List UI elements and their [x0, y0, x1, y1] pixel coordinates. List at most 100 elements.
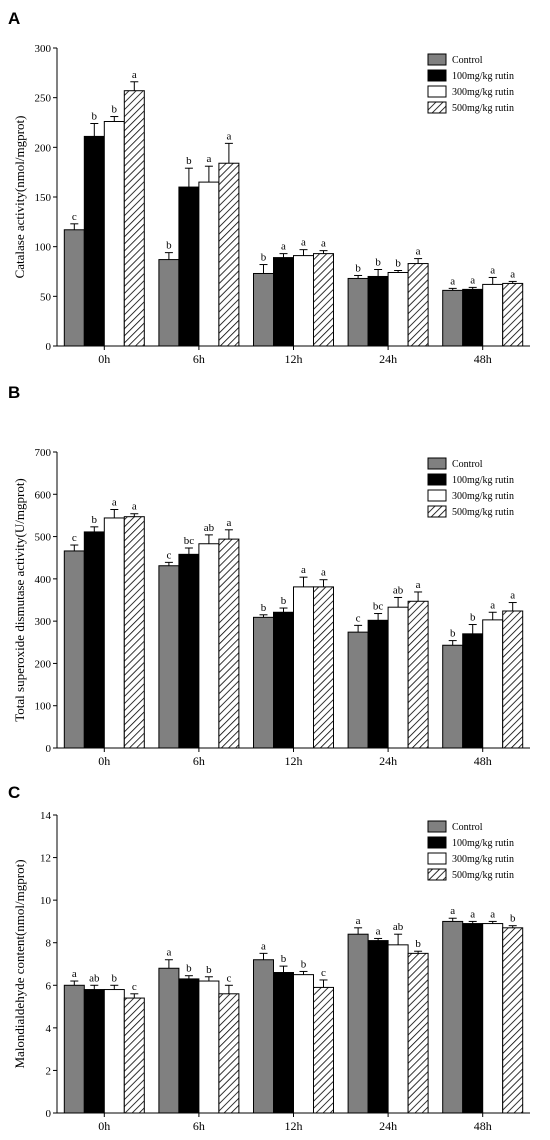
bar	[158, 967, 180, 1114]
bar	[83, 531, 105, 749]
bar	[502, 610, 524, 749]
bar	[387, 606, 409, 749]
significance-label: c	[72, 532, 77, 544]
bar	[178, 186, 200, 347]
bar	[178, 978, 200, 1114]
x-tick-label: 0h	[98, 1119, 110, 1133]
bar	[63, 984, 85, 1114]
significance-label: b	[470, 612, 476, 624]
y-tick-label: 100	[35, 242, 52, 254]
bar	[218, 162, 240, 347]
significance-label: a	[321, 238, 326, 250]
bar	[83, 135, 105, 347]
legend-swatch	[427, 85, 447, 98]
bar	[63, 229, 85, 347]
y-axis-title: Total superoxide dismutase activity(U/mg…	[12, 478, 27, 722]
bar	[218, 538, 240, 749]
significance-label: c	[321, 967, 326, 979]
bar	[407, 263, 429, 347]
significance-label: b	[92, 514, 98, 526]
bar	[347, 631, 369, 749]
y-tick-label: 400	[35, 574, 52, 586]
significance-label: ab	[89, 972, 100, 984]
significance-label: b	[450, 628, 456, 640]
legend-swatch	[427, 101, 447, 114]
significance-label: a	[470, 274, 475, 286]
significance-label: a	[206, 153, 211, 165]
significance-label: b	[261, 252, 267, 264]
significance-label: a	[301, 564, 306, 576]
bar	[103, 517, 125, 749]
legend-label: 500mg/kg rutin	[452, 103, 514, 114]
significance-label: b	[281, 953, 287, 965]
y-tick-label: 300	[35, 43, 52, 55]
bar	[387, 944, 409, 1114]
legend-label: 100mg/kg rutin	[452, 475, 514, 486]
significance-label: c	[72, 211, 77, 223]
significance-label: a	[112, 497, 117, 509]
y-tick-label: 300	[35, 616, 52, 628]
y-tick-label: 700	[35, 447, 52, 459]
bar	[502, 927, 524, 1114]
bar	[253, 616, 274, 749]
bar	[273, 972, 294, 1114]
x-tick-label: 6h	[193, 754, 205, 768]
significance-label: b	[112, 104, 118, 116]
y-tick-label: 2	[46, 1065, 52, 1077]
bar	[103, 989, 125, 1114]
legend-swatch	[427, 868, 447, 881]
significance-label: c	[226, 972, 231, 984]
bar	[462, 288, 484, 347]
significance-label: c	[166, 549, 171, 561]
significance-label: bc	[373, 601, 384, 613]
y-tick-label: 8	[46, 938, 52, 950]
y-tick-label: 0	[46, 743, 52, 755]
bar	[367, 275, 389, 347]
bar	[313, 586, 334, 749]
bar	[462, 923, 484, 1114]
bar	[293, 974, 314, 1114]
y-tick-label: 50	[40, 291, 52, 303]
significance-label: a	[490, 264, 495, 276]
bar	[313, 986, 334, 1114]
bar	[253, 272, 274, 347]
significance-label: b	[375, 257, 381, 269]
significance-label: b	[186, 155, 192, 167]
y-tick-label: 4	[46, 1023, 52, 1035]
significance-label: b	[510, 913, 516, 925]
bar	[198, 543, 220, 749]
bar	[178, 553, 200, 749]
bar	[442, 644, 464, 749]
x-tick-label: 48h	[474, 1119, 492, 1133]
legend-swatch	[427, 836, 447, 849]
bar	[123, 90, 145, 347]
y-tick-label: 600	[35, 489, 52, 501]
legend-label: Control	[452, 822, 483, 833]
bar	[198, 980, 220, 1114]
significance-label: b	[355, 262, 361, 274]
y-tick-label: 6	[46, 980, 52, 992]
significance-label: a	[416, 579, 421, 591]
panel-letter: C	[8, 783, 20, 802]
significance-label: b	[166, 240, 172, 252]
y-tick-label: 0	[46, 341, 52, 353]
significance-label: a	[510, 590, 515, 602]
legend-swatch	[427, 820, 447, 833]
significance-label: a	[301, 237, 306, 249]
bar	[367, 619, 389, 749]
legend-label: 100mg/kg rutin	[452, 838, 514, 849]
y-tick-label: 250	[35, 93, 52, 105]
y-tick-label: 500	[35, 532, 52, 544]
legend-swatch	[427, 473, 447, 486]
significance-label: b	[92, 110, 98, 122]
significance-label: b	[186, 963, 192, 975]
bar	[442, 289, 464, 347]
legend-swatch	[427, 457, 447, 470]
x-tick-label: 0h	[98, 352, 110, 366]
significance-label: a	[166, 947, 171, 959]
legend-swatch	[427, 852, 447, 865]
chart-panel-b: B Total superoxide dismutase activity(U/m…	[8, 383, 530, 768]
significance-label: ab	[204, 522, 215, 534]
